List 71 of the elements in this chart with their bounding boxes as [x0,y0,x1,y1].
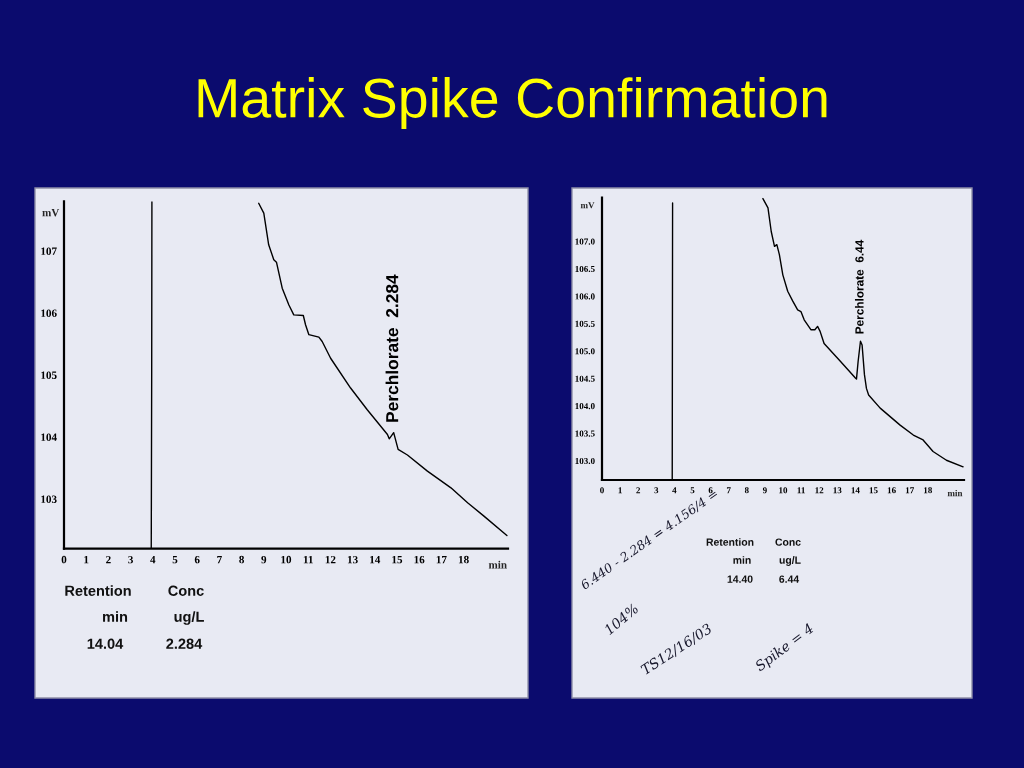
y-tick-label: 107 [41,247,57,255]
chart-title: Matrix Spike Confirmation [198,77,827,129]
x-tick-label: 14 [851,487,860,494]
x-axis-title: min [488,560,507,569]
text: 6.44 [779,575,800,583]
x-tick-label: 11 [797,487,805,494]
y-tick-label: 105 [41,371,57,379]
x-tick-label: 7 [726,487,731,494]
x-tick-label: 12 [325,555,336,564]
x-tick-label: 18 [924,487,933,494]
x-tick-label: 0 [600,487,604,494]
x-tick-label: 3 [654,487,659,494]
x-tick-label: 15 [392,555,403,564]
x-tick-label: 1 [618,487,622,494]
y-axis-title: mV [580,202,595,209]
x-tick-label: 13 [347,555,358,564]
x-tick-label: 13 [833,487,842,494]
y-tick-label: 105.0 [575,348,595,355]
x-tick-label: 9 [261,555,267,564]
annotation: Perchlorate 2.284 [385,274,399,422]
x-tick-label: 15 [869,487,878,494]
x-tick-label: 0 [61,555,67,564]
text: ug/L [779,556,801,566]
y-tick-label: 107.0 [575,238,595,245]
x-tick-label: 8 [744,487,749,494]
x-tick-label: 4 [672,487,677,494]
text: Conc [775,538,801,546]
x-tick-label: 3 [128,555,133,564]
x-tick-label: 9 [762,487,767,494]
x-tick-label: 12 [815,487,824,494]
x-tick-label: 17 [436,555,447,564]
x-tick-label: 16 [887,487,896,494]
y-tick-label: 104.5 [575,375,595,382]
y-tick-label: 106.0 [575,293,595,300]
text: ug/L [174,611,204,625]
x-tick-label: 18 [458,555,469,564]
x-axis-title: min [947,489,963,497]
y-tick-label: 103.0 [575,457,595,465]
x-tick-label: 17 [905,487,914,494]
x-tick-label: 6 [194,555,200,564]
x-tick-label: 5 [690,487,695,494]
x-tick-label: 8 [239,555,245,564]
y-tick-label: 106.5 [575,265,595,273]
y-tick-label: 103.5 [575,430,595,437]
x-tick-label: 11 [303,555,313,564]
text: 14.04 [87,638,124,649]
text: min [103,611,128,622]
x-tick-label: 2 [106,555,111,564]
x-tick-label: 10 [281,555,292,564]
x-tick-label: 6 [708,487,713,494]
text: Conc [168,585,204,596]
text: 14.40 [727,575,753,583]
y-tick-label: 103 [41,495,57,503]
y-axis-title: mV [42,208,60,217]
y-tick-label: 105.5 [575,320,595,327]
x-tick-label: 14 [370,555,381,564]
y-tick-label: 104.0 [575,403,595,410]
x-tick-label: 1 [84,555,89,564]
x-tick-label: 4 [150,555,156,564]
text: min [733,556,751,564]
annotation: Perchlorate 6.44 [854,239,864,334]
x-tick-label: 10 [779,487,788,494]
text: 2.284 [166,638,203,649]
x-tick-label: 16 [414,555,425,564]
x-tick-label: 5 [172,555,178,564]
text: Retention [65,585,131,596]
x-tick-label: 2 [636,487,641,494]
y-tick-label: 104 [41,433,57,441]
x-tick-label: 7 [217,555,222,564]
y-tick-label: 106 [41,309,57,317]
text: Retention [706,538,754,546]
